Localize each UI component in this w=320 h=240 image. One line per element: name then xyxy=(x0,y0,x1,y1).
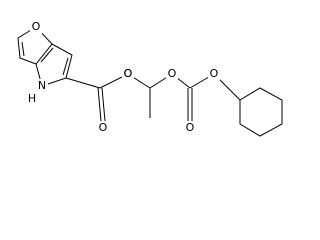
double-bond xyxy=(101,87,106,122)
label-bg xyxy=(97,121,109,135)
double-bond xyxy=(21,41,25,57)
page: {"atoms": [ {"label": "O"}, {"label": "N… xyxy=(17,20,283,137)
label-bg xyxy=(122,67,134,81)
atom-labels: O N H O O O O O xyxy=(28,20,220,135)
label-bg xyxy=(208,67,220,81)
label-bg xyxy=(30,20,42,34)
atom-label: O xyxy=(186,121,195,134)
double-bond xyxy=(40,47,54,63)
double-bond xyxy=(62,57,69,76)
atom-label: O xyxy=(99,121,108,134)
structure-diagram: O N H O O O O O O xyxy=(17,20,283,137)
atom-label: O xyxy=(124,67,133,80)
cyclohexane-ring xyxy=(239,87,283,137)
atom-label: O xyxy=(168,67,177,80)
furan-ring xyxy=(17,26,53,65)
atom-label: O xyxy=(124,67,133,80)
atom-label: O xyxy=(32,20,41,33)
label-bg xyxy=(166,67,178,81)
bonds xyxy=(17,26,283,137)
label-bg xyxy=(184,121,196,135)
atom-label: N xyxy=(38,79,46,92)
atom-label: O xyxy=(210,67,219,80)
atom-label: H xyxy=(28,92,36,105)
double-bond xyxy=(97,87,102,122)
label-bg xyxy=(36,79,48,93)
bond xyxy=(65,77,101,89)
